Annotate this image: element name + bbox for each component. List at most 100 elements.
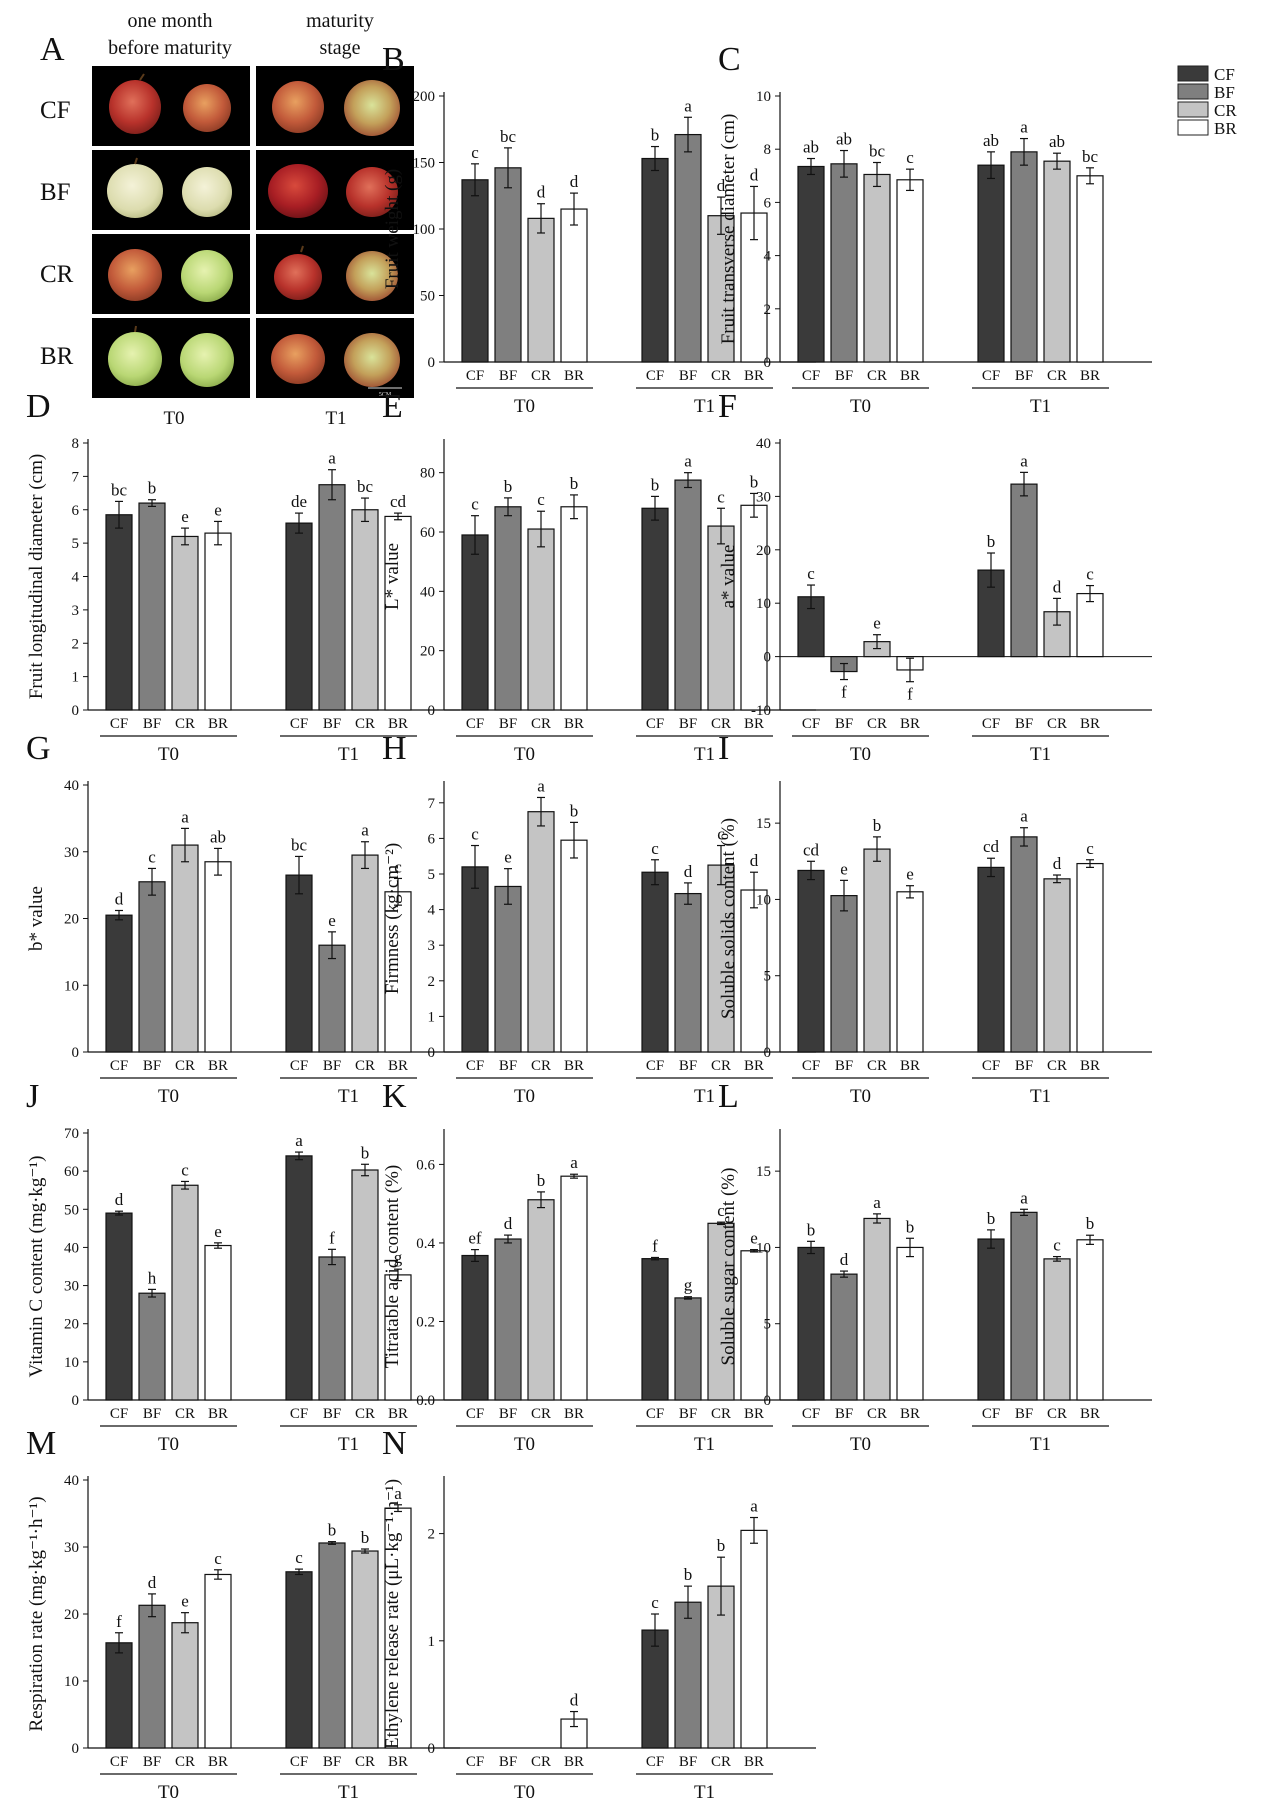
category-label-N: BR <box>564 1754 584 1770</box>
sig-letter-H: c <box>717 825 725 844</box>
panel-label-N: N <box>382 1425 407 1462</box>
category-label-C: CF <box>802 368 820 384</box>
category-label-B: BF <box>679 368 697 384</box>
y-tick-label-B: 0 <box>428 355 436 371</box>
sig-letter-E: b <box>651 475 660 494</box>
bar-L-T1-CF <box>977 1238 1005 1401</box>
category-label-H: BF <box>679 1058 697 1074</box>
panel-label-B: B <box>382 41 405 78</box>
sig-letter-J: e <box>214 1222 222 1241</box>
category-label-M: CR <box>175 1754 195 1770</box>
bar-H-T0-BR <box>560 839 588 1053</box>
y-tick-label-I: 5 <box>764 969 772 985</box>
sig-letter-M: b <box>361 1528 370 1547</box>
sig-letter-L: b <box>987 1209 996 1228</box>
group-label-G-T0: T0 <box>158 1086 179 1107</box>
category-label-L: CR <box>1047 1406 1067 1422</box>
y-axis-label-L: Soluble sugar content (%) <box>718 1168 739 1366</box>
bar-I-T0-CF <box>797 869 825 1053</box>
sig-letter-B: d <box>717 176 726 195</box>
legend-label-BF: BF <box>1214 83 1235 102</box>
y-axis-label-K: Titratable acid content (%) <box>382 1165 403 1368</box>
panel-label-H: H <box>382 730 407 767</box>
sig-letter-H: c <box>471 825 479 844</box>
y-tick-label-N: 0 <box>428 1741 436 1757</box>
sig-letter-J: f <box>329 1228 335 1247</box>
category-label-D: BR <box>388 716 408 732</box>
category-label-N: BR <box>744 1754 764 1770</box>
group-label-H-T1: T1 <box>694 1086 715 1107</box>
sig-letter-F: a <box>1020 451 1028 470</box>
category-label-F: BF <box>835 716 853 732</box>
sig-letter-M: e <box>181 1592 189 1611</box>
category-label-K: BR <box>564 1406 584 1422</box>
bar-J-T0-CR <box>171 1184 199 1401</box>
bar-B-T0-BF <box>494 167 522 363</box>
bar-B-T0-CF <box>461 179 489 363</box>
sig-letter-E: b <box>750 472 759 491</box>
bar-C-T0-CR <box>863 173 891 363</box>
sig-letter-J: c <box>181 1160 189 1179</box>
category-label-H: CR <box>531 1058 551 1074</box>
bar-H-T1-CR <box>707 864 735 1053</box>
bar-J-T0-CF <box>105 1212 133 1401</box>
category-label-J: BR <box>388 1406 408 1422</box>
category-label-G: CR <box>175 1058 195 1074</box>
sig-letter-B: b <box>651 126 660 145</box>
sig-letter-I: b <box>873 816 882 835</box>
sig-letter-G: c <box>148 847 156 866</box>
group-label-M-T0: T0 <box>158 1782 179 1803</box>
category-label-H: CR <box>711 1058 731 1074</box>
bar-C-T0-CF <box>797 165 825 363</box>
sig-letter-J: a <box>295 1131 303 1150</box>
category-label-K: BF <box>499 1406 517 1422</box>
category-label-M: CR <box>355 1754 375 1770</box>
bar-I-T1-CR <box>1043 878 1071 1053</box>
sig-letter-M: d <box>148 1573 157 1592</box>
sig-letter-G: bc <box>291 835 308 854</box>
category-label-B: BF <box>499 368 517 384</box>
col-header-1-line-1: one month <box>128 10 213 32</box>
category-label-I: CR <box>1047 1058 1067 1074</box>
group-label-N-T1: T1 <box>694 1782 715 1803</box>
chart-D: D 0 1 2 3 4 5 6 7 8 Fruit longitudinal diameter (c… <box>26 388 460 765</box>
category-label-E: CR <box>711 716 731 732</box>
bar-D-T1-BR <box>384 515 412 711</box>
group-label-B-T0: T0 <box>514 396 535 417</box>
category-label-L: CR <box>867 1406 887 1422</box>
y-tick-label-E: 40 <box>420 584 435 600</box>
y-tick-label-C: 6 <box>764 195 772 211</box>
sig-letter-N: d <box>570 1691 579 1710</box>
category-label-L: BF <box>1015 1406 1033 1422</box>
y-tick-label-C: 10 <box>756 89 771 105</box>
bar-C-T1-CF <box>977 164 1005 363</box>
y-tick-label-D: 1 <box>72 670 80 686</box>
category-label-B: BR <box>744 368 764 384</box>
chart-N: N 0 1 2 Ethylene release rate (μL·kg⁻¹·h⁻¹) C… <box>382 1425 816 1803</box>
group-label-M-T1: T1 <box>338 1782 359 1803</box>
category-label-C: CR <box>1047 368 1067 384</box>
y-tick-label-C: 4 <box>764 249 772 265</box>
group-label-C-T0: T0 <box>850 396 871 417</box>
sig-letter-D: e <box>181 507 189 526</box>
bar-H-T1-CF <box>641 871 669 1053</box>
panel-label-C: C <box>718 41 741 78</box>
group-label-F-T1: T1 <box>1030 744 1051 765</box>
bar-M-T1-CR <box>351 1550 379 1749</box>
category-label-B: BR <box>564 368 584 384</box>
y-axis-label-B: Fruit weight (g) <box>382 169 403 289</box>
category-label-J: BF <box>143 1406 161 1422</box>
bar-G-T0-BR <box>204 861 232 1053</box>
bar-B-T0-CR <box>527 217 555 363</box>
chart-J: J 0 10 20 30 40 50 60 70 Vitamin C content (mg·kg… <box>26 1078 460 1455</box>
sig-letter-C: bc <box>1082 147 1099 166</box>
legend: CF BF CR BR <box>1177 65 1237 138</box>
category-label-D: CR <box>175 716 195 732</box>
category-label-E: CF <box>466 716 484 732</box>
legend-swatch-CF <box>1177 65 1209 82</box>
category-label-E: BR <box>744 716 764 732</box>
y-tick-label-H: 7 <box>428 796 436 812</box>
chart-K: K 0.0 0.2 0.4 0.6 Titratable acid content (%)… <box>382 1078 816 1455</box>
bar-M-T0-CF <box>105 1642 133 1749</box>
